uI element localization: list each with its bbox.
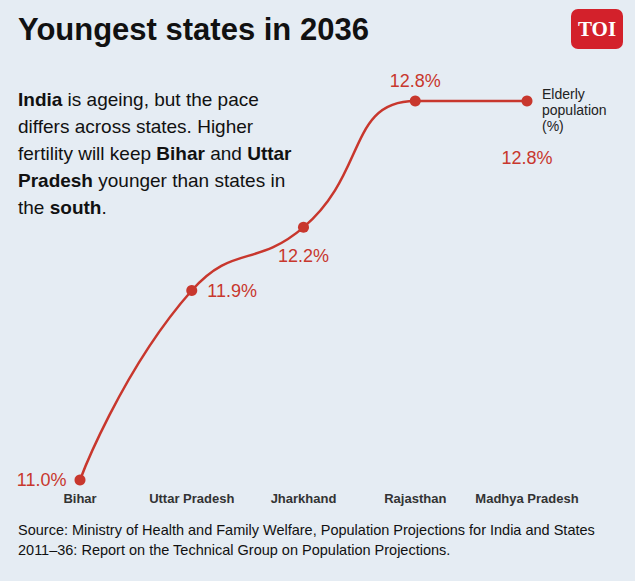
- svg-text:12.2%: 12.2%: [278, 246, 329, 266]
- svg-text:Rajasthan: Rajasthan: [384, 491, 446, 506]
- html-text:Source: Ministry of Health and: Source: Ministry of Health and Family We…: [18, 522, 595, 558]
- svg-text:Jharkhand: Jharkhand: [271, 491, 337, 506]
- svg-text:12.8%: 12.8%: [501, 148, 552, 168]
- svg-text:12.8%: 12.8%: [390, 71, 441, 91]
- svg-text:Madhya Pradesh: Madhya Pradesh: [475, 491, 578, 506]
- svg-text:Uttar Pradesh: Uttar Pradesh: [149, 491, 234, 506]
- svg-text:11.9%: 11.9%: [207, 281, 257, 301]
- html-text:India is ageing, but the pace: India is ageing, but the pace differs ac…: [18, 89, 292, 218]
- svg-text:11.0%: 11.0%: [17, 470, 67, 490]
- html-text:Elderly population (%): Elderly population (%): [542, 86, 607, 134]
- html-text:TOI: TOI: [577, 17, 617, 41]
- svg-text:Bihar: Bihar: [63, 491, 96, 506]
- html-text:Youngest states in 2036: Youngest states in 2036: [18, 12, 369, 47]
